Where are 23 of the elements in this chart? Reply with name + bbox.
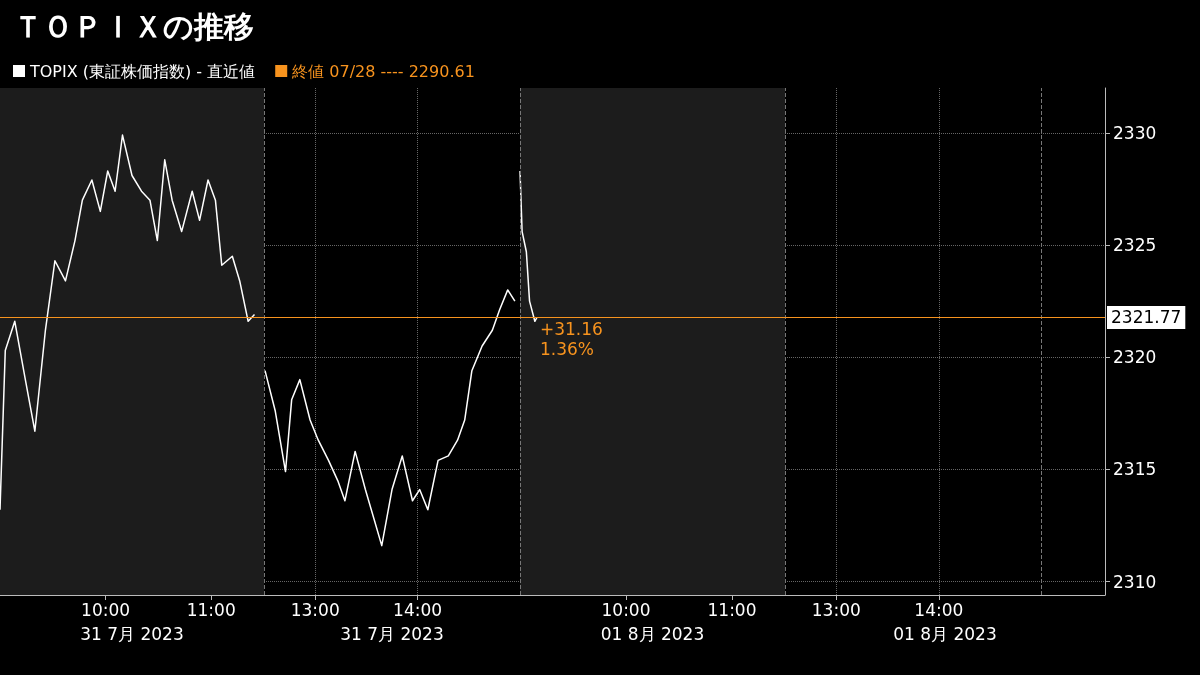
x-axis-title: 31 7月 2023: [80, 623, 184, 644]
x-axis-title: 31 7月 2023: [340, 623, 444, 644]
x-tick-label: 10:00: [601, 599, 651, 620]
chart-title: ＴＯＰＩＸの推移: [13, 8, 254, 44]
x-tick-label: 13:00: [811, 599, 861, 620]
y-tick-label: 2315: [1113, 459, 1157, 480]
x-tick-label: 11:00: [186, 599, 236, 620]
y-tick-label: 2310: [1113, 571, 1157, 592]
ref-line-label: 2321.77: [1111, 307, 1182, 328]
y-tick-label: 2330: [1113, 122, 1157, 143]
x-axis-title: 01 8月 2023: [600, 623, 705, 644]
x-axis-title: 01 8月 2023: [893, 623, 997, 644]
legend-label: TOPIX (東証株価指数) - 直近値: [29, 61, 256, 81]
x-tick-label: 10:00: [81, 599, 131, 620]
x-tick-label: 11:00: [707, 599, 757, 620]
y-tick-label: 2325: [1113, 235, 1157, 256]
x-tick-label: 13:00: [290, 599, 340, 620]
annotation: +31.16: [539, 319, 603, 340]
x-tick-label: 14:00: [914, 599, 964, 620]
x-tick-label: 14:00: [393, 599, 443, 620]
annotation: 1.36%: [539, 339, 594, 360]
y-tick-label: 2320: [1113, 347, 1157, 368]
legend-label: 終値 07/28 ---- 2290.61: [291, 61, 475, 81]
